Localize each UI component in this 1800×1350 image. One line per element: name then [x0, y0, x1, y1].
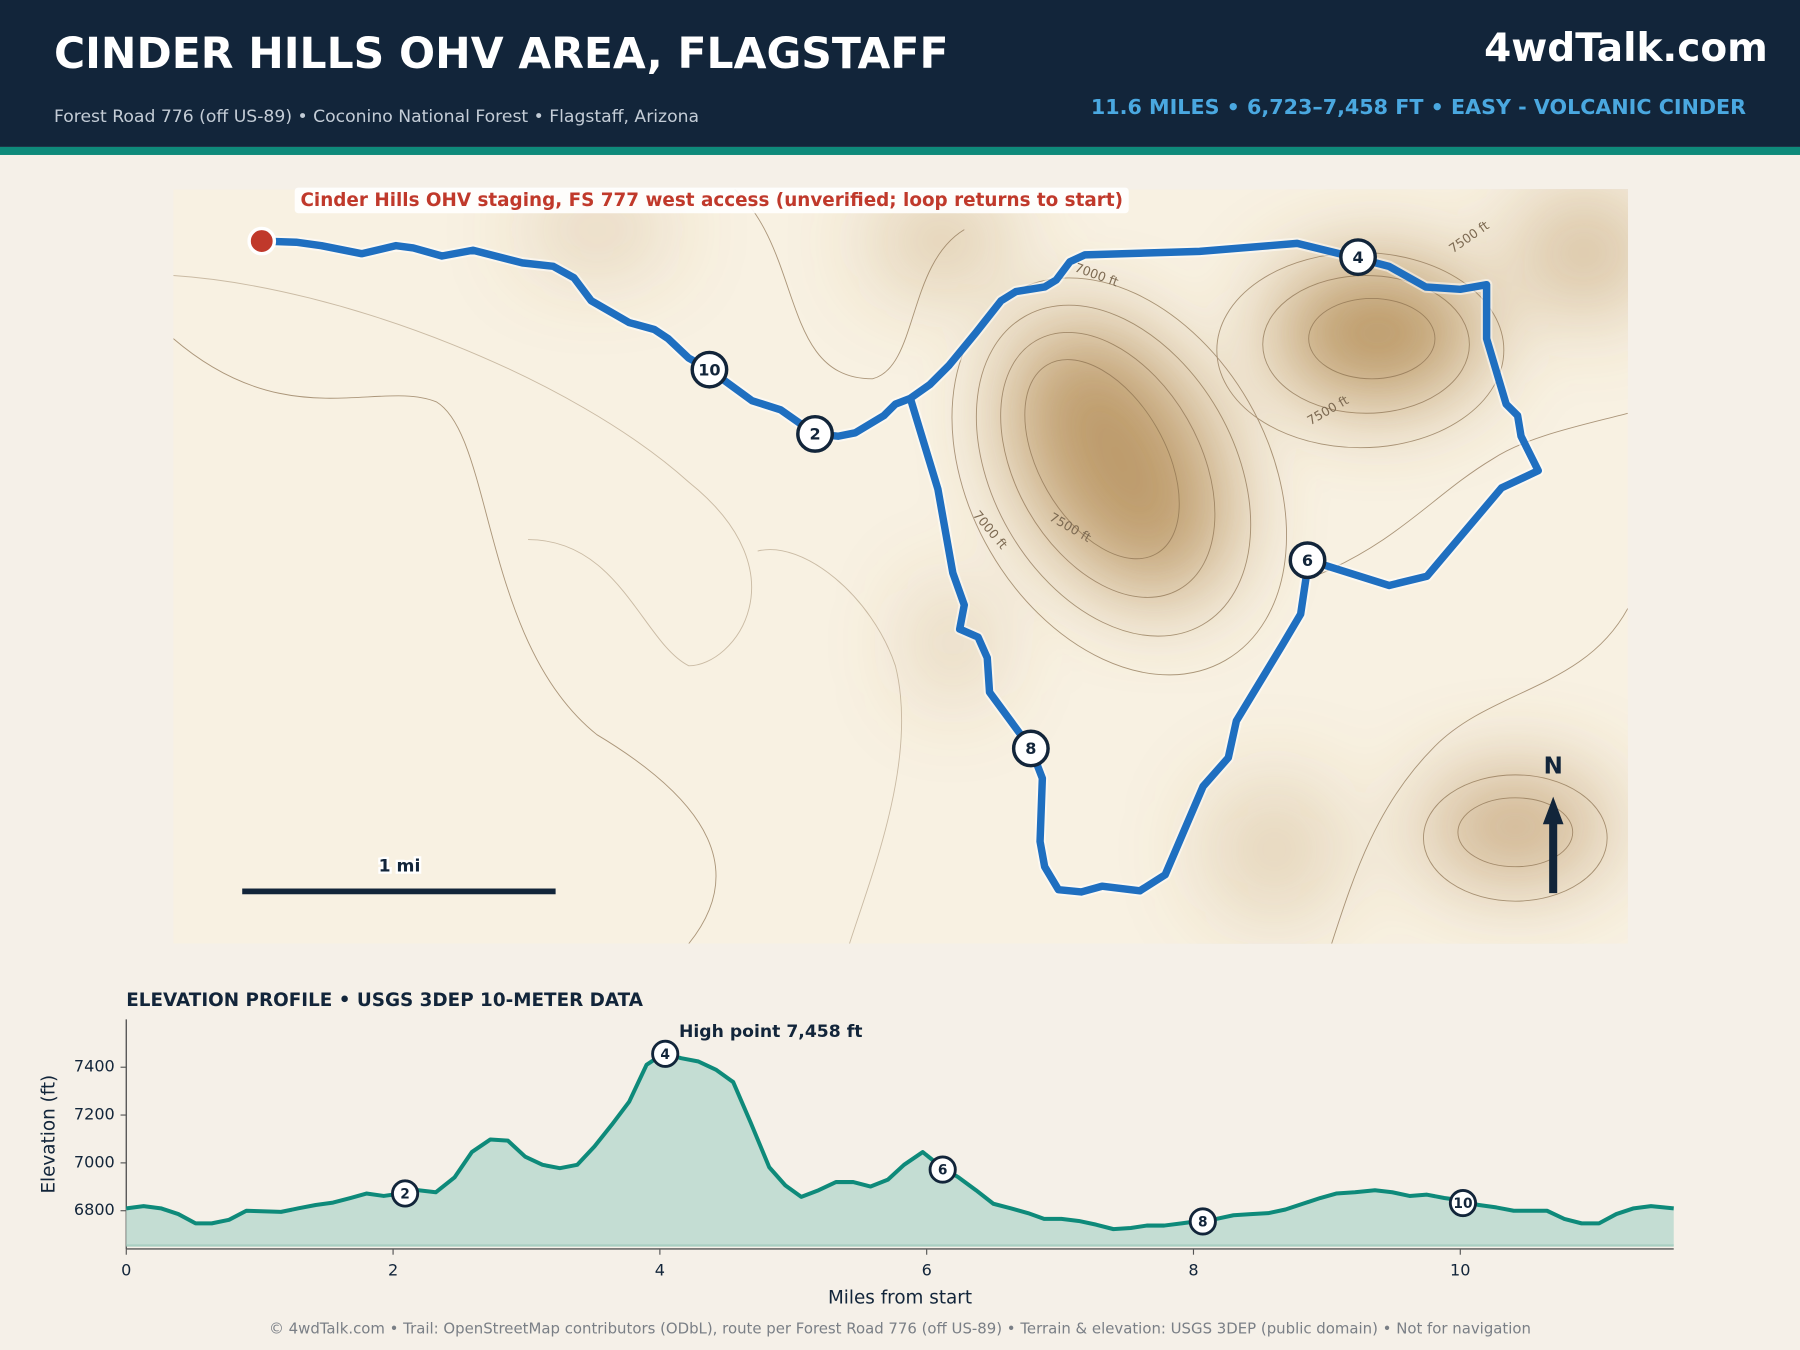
profile-marker-label: 10: [1453, 1196, 1472, 1212]
x-tick-label: 4: [655, 1260, 665, 1279]
mile-marker: [1339, 238, 1377, 277]
profile-marker: [1448, 1188, 1478, 1218]
header-stripe: [0, 146, 1800, 155]
mile-marker-label: 2: [809, 425, 820, 444]
y-tick-label: 7400: [74, 1057, 115, 1076]
scale-label: 1 mi: [379, 857, 421, 877]
mile-marker-label: 6: [1302, 551, 1313, 570]
trail: [258, 237, 1542, 896]
x-tick-label: 0: [121, 1260, 131, 1279]
mile-marker-label: 10: [698, 360, 720, 379]
x-tick-label: 6: [922, 1260, 932, 1279]
high-point-annotation: High point 7,458 ft: [679, 1022, 862, 1042]
mile-marker-label: 4: [1352, 248, 1363, 267]
y-tick-label: 7000: [74, 1152, 115, 1171]
north-arrow: [1542, 796, 1564, 894]
title: CINDER HILLS OHV AREA, FLAGSTAFF: [54, 30, 948, 79]
y-tick-label: 7200: [74, 1105, 115, 1124]
trail-stats: 11.6 MILES • 6,723–7,458 FT • EASY - VOL…: [1091, 95, 1746, 119]
subtitle: Forest Road 776 (off US-89) • Coconino N…: [54, 107, 699, 127]
mile-marker: [796, 414, 834, 453]
start-note: Cinder Hills OHV staging, FS 777 west ac…: [300, 190, 1123, 211]
x-axis-label: Miles from start: [828, 1287, 972, 1308]
x-tick-label: 10: [1450, 1260, 1470, 1279]
profile-marker: [928, 1155, 957, 1184]
y-tick-label: 6800: [74, 1200, 115, 1219]
header-bar: [0, 0, 1800, 147]
mile-marker-label: 8: [1025, 739, 1036, 758]
profile-marker: [651, 1039, 680, 1068]
contours: [173, 189, 1628, 944]
profile-marker-label: 4: [660, 1047, 670, 1063]
profile-marker: [391, 1179, 420, 1208]
mile-marker: [1288, 541, 1327, 580]
elevation-area: [126, 1053, 1674, 1246]
profile-marker-label: 6: [938, 1163, 948, 1179]
mile-marker: [690, 350, 729, 389]
start-note-box: [294, 187, 1129, 214]
start-point: [247, 226, 277, 256]
mile-marker: [1011, 729, 1050, 768]
footer: © 4wdTalk.com • Trail: OpenStreetMap con…: [269, 1319, 1531, 1337]
x-tick-label: 8: [1188, 1260, 1198, 1279]
site-name: 4wdTalk.com: [1484, 26, 1768, 71]
profile-title: ELEVATION PROFILE • USGS 3DEP 10-METER D…: [126, 990, 643, 1011]
x-tick-label: 2: [388, 1260, 398, 1279]
profile-marker-label: 2: [400, 1187, 410, 1203]
terrain: [528, 195, 1628, 919]
profile-marker: [1188, 1207, 1217, 1236]
profile-marker-label: 8: [1198, 1215, 1208, 1231]
north-label: N: [1544, 753, 1563, 779]
scale-bar: [242, 888, 556, 895]
y-axis-label: Elevation (ft): [38, 1075, 59, 1194]
